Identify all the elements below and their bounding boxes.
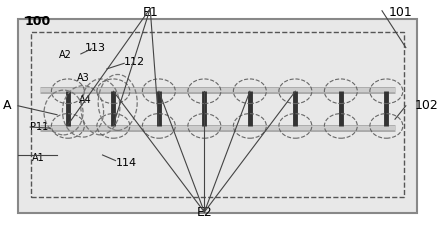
Bar	[18, 19, 417, 213]
Text: A: A	[3, 99, 12, 112]
Text: A1: A1	[32, 153, 45, 163]
Text: A4: A4	[79, 95, 91, 105]
Text: P11: P11	[30, 122, 48, 132]
Text: E1: E1	[142, 6, 158, 19]
Bar	[31, 32, 404, 198]
Text: 102: 102	[415, 99, 438, 112]
Text: 114: 114	[116, 158, 136, 168]
Text: 113: 113	[85, 43, 106, 53]
Text: A3: A3	[77, 73, 89, 83]
Text: 101: 101	[389, 6, 412, 19]
Text: A2: A2	[59, 50, 72, 61]
Text: E2: E2	[197, 206, 212, 219]
Text: 112: 112	[124, 57, 145, 67]
Text: 100: 100	[24, 15, 51, 28]
